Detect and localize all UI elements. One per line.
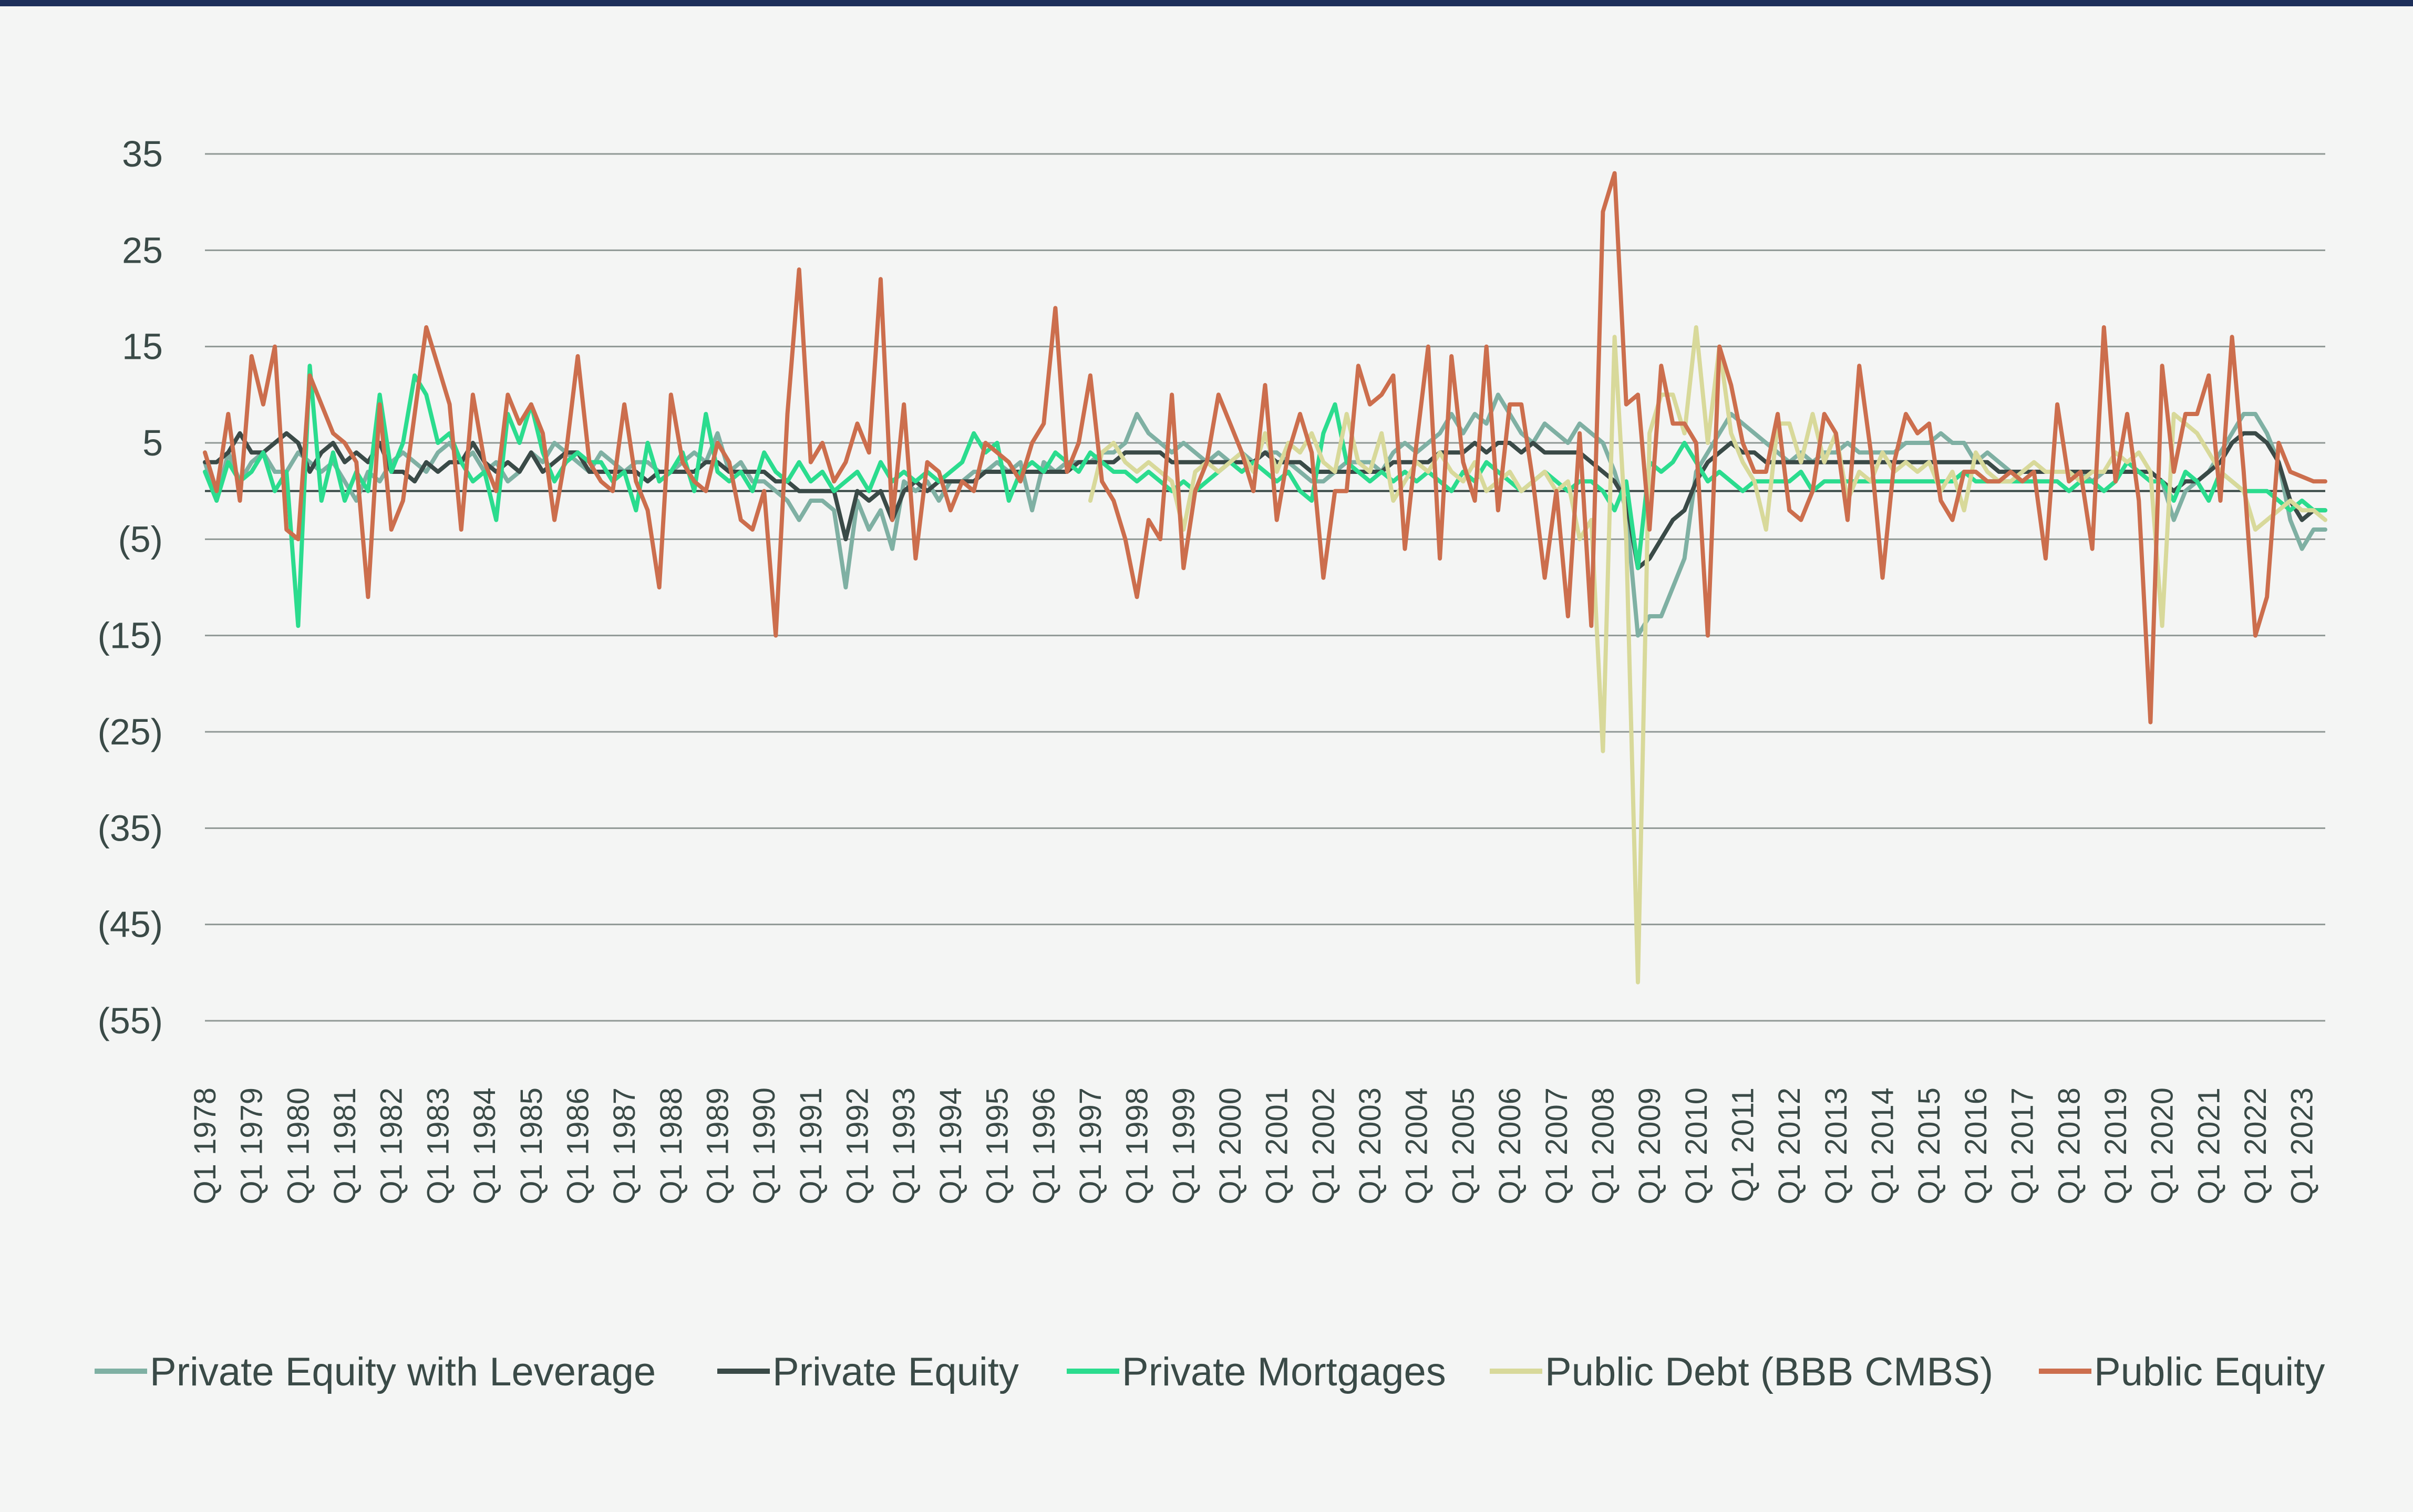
x-tick-label: Q1 2016 (1959, 1088, 1993, 1205)
y-tick-label: (15) (98, 615, 163, 656)
x-tick-label: Q1 1985 (514, 1088, 549, 1205)
x-tick-label: Q1 2001 (1260, 1088, 1294, 1205)
x-tick-label: Q1 2004 (1400, 1088, 1434, 1205)
y-axis-tick-labels: 35 25 15 5 (5) (15) (25) (35) (45) (55) (98, 133, 163, 1041)
legend-label: Private Equity (772, 1350, 1019, 1394)
y-tick-label: (35) (98, 807, 163, 848)
x-tick-label: Q1 1996 (1027, 1088, 1061, 1205)
x-tick-label: Q1 1988 (654, 1088, 688, 1205)
x-tick-label: Q1 2015 (1912, 1088, 1946, 1205)
x-tick-label: Q1 1981 (328, 1088, 362, 1205)
x-tick-label: Q1 1990 (747, 1088, 781, 1205)
x-tick-label: Q1 1978 (188, 1088, 222, 1205)
legend-label: Private Mortgages (1122, 1350, 1446, 1394)
x-tick-label: Q1 1999 (1167, 1088, 1201, 1205)
x-tick-label: Q1 1986 (561, 1088, 595, 1205)
x-tick-label: Q1 2007 (1540, 1088, 1574, 1205)
legend-label: Public Equity (2094, 1350, 2325, 1394)
x-tick-label: Q1 2012 (1772, 1088, 1807, 1205)
series-lines (203, 171, 2327, 985)
x-tick-label: Q1 2003 (1353, 1088, 1387, 1205)
series-line (203, 171, 2327, 724)
x-tick-label: Q1 2020 (2146, 1088, 2180, 1205)
y-tick-label: 25 (122, 230, 163, 271)
y-tick-label: (55) (98, 1000, 163, 1041)
x-tick-label: Q1 2017 (2006, 1088, 2040, 1205)
x-tick-label: Q1 1991 (794, 1088, 828, 1205)
x-tick-label: Q1 1983 (421, 1088, 455, 1205)
top-border-bar (0, 0, 2413, 6)
y-tick-label: (5) (118, 519, 163, 560)
y-tick-label: 35 (122, 133, 163, 174)
x-tick-label: Q1 2014 (1866, 1088, 1900, 1205)
x-tick-label: Q1 1987 (607, 1088, 642, 1205)
x-tick-label: Q1 2000 (1213, 1088, 1247, 1205)
x-tick-label: Q1 2022 (2239, 1088, 2273, 1205)
x-tick-label: Q1 1980 (281, 1088, 315, 1205)
x-tick-label: Q1 1989 (700, 1088, 735, 1205)
x-tick-label: Q1 2009 (1633, 1088, 1667, 1205)
x-tick-label: Q1 2010 (1679, 1088, 1714, 1205)
legend: Private Equity with Leverage Private Equi… (95, 1350, 2325, 1394)
x-tick-label: Q1 2021 (2192, 1088, 2226, 1205)
x-tick-label: Q1 2005 (1446, 1088, 1480, 1205)
y-tick-label: (25) (98, 711, 163, 752)
x-tick-label: Q1 1992 (841, 1088, 875, 1205)
x-tick-label: Q1 1979 (235, 1088, 269, 1205)
x-tick-label: Q1 1995 (981, 1088, 1015, 1205)
x-tick-label: Q1 2019 (2099, 1088, 2133, 1205)
y-tick-label: 15 (122, 326, 163, 367)
x-tick-label: Q1 1997 (1074, 1088, 1108, 1205)
x-tick-label: Q1 1998 (1120, 1088, 1154, 1205)
x-tick-label: Q1 2018 (2052, 1088, 2086, 1205)
x-tick-label: Q1 1994 (934, 1088, 968, 1205)
x-tick-label: Q1 2023 (2285, 1088, 2319, 1205)
gridlines (205, 153, 2325, 1022)
x-tick-label: Q1 2008 (1586, 1088, 1620, 1205)
x-axis-tick-labels: Q1 1978 Q1 1979 Q1 1980 Q1 1981 Q1 1982 Q1 19… (188, 1088, 2319, 1205)
x-tick-label: Q1 2006 (1493, 1088, 1527, 1205)
x-tick-label: Q1 1982 (375, 1088, 409, 1205)
legend-label: Private Equity with Leverage (150, 1350, 656, 1394)
x-tick-label: Q1 2002 (1306, 1088, 1340, 1205)
x-tick-label: Q1 2013 (1819, 1088, 1853, 1205)
y-tick-label: (45) (98, 904, 163, 945)
x-tick-label: Q1 1993 (887, 1088, 921, 1205)
y-tick-label: 5 (142, 422, 163, 463)
x-tick-label: Q1 1984 (468, 1088, 502, 1205)
legend-label: Public Debt (BBB CMBS) (1545, 1350, 1993, 1394)
x-tick-label: Q1 2011 (1726, 1088, 1760, 1202)
